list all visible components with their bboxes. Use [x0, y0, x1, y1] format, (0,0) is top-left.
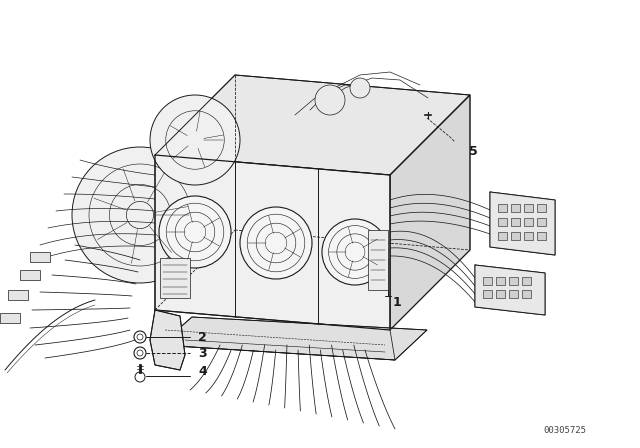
Bar: [160, 258, 190, 298]
Bar: [509, 277, 518, 285]
Text: 2: 2: [198, 331, 207, 344]
Circle shape: [315, 85, 345, 115]
Bar: [496, 277, 505, 285]
Polygon shape: [155, 75, 470, 175]
Bar: [368, 230, 388, 290]
Bar: [498, 232, 507, 240]
Circle shape: [150, 95, 240, 185]
Bar: [0, 313, 20, 323]
Text: 3: 3: [198, 346, 207, 359]
Bar: [509, 290, 518, 298]
Bar: [522, 290, 531, 298]
Bar: [524, 204, 533, 212]
Bar: [498, 218, 507, 226]
Bar: [30, 252, 50, 262]
Circle shape: [72, 147, 208, 283]
Polygon shape: [155, 155, 390, 330]
Bar: [498, 204, 507, 212]
Circle shape: [322, 219, 388, 285]
Bar: [20, 270, 40, 280]
Bar: [524, 232, 533, 240]
Polygon shape: [160, 317, 427, 360]
Circle shape: [350, 78, 370, 98]
Polygon shape: [490, 192, 555, 255]
Text: 4: 4: [198, 365, 207, 378]
Bar: [511, 204, 520, 212]
Bar: [8, 290, 28, 300]
Bar: [524, 218, 533, 226]
Bar: [511, 218, 520, 226]
Bar: [511, 232, 520, 240]
Polygon shape: [475, 265, 545, 315]
Circle shape: [240, 207, 312, 279]
Polygon shape: [150, 310, 185, 370]
Text: 5: 5: [469, 145, 477, 158]
Bar: [537, 232, 546, 240]
Bar: [522, 277, 531, 285]
Circle shape: [159, 196, 231, 268]
Bar: [537, 204, 546, 212]
Bar: [483, 277, 492, 285]
Bar: [483, 290, 492, 298]
Bar: [496, 290, 505, 298]
Polygon shape: [390, 95, 470, 330]
Text: 1: 1: [393, 296, 402, 309]
Bar: [537, 218, 546, 226]
Text: 00305725: 00305725: [543, 426, 586, 435]
